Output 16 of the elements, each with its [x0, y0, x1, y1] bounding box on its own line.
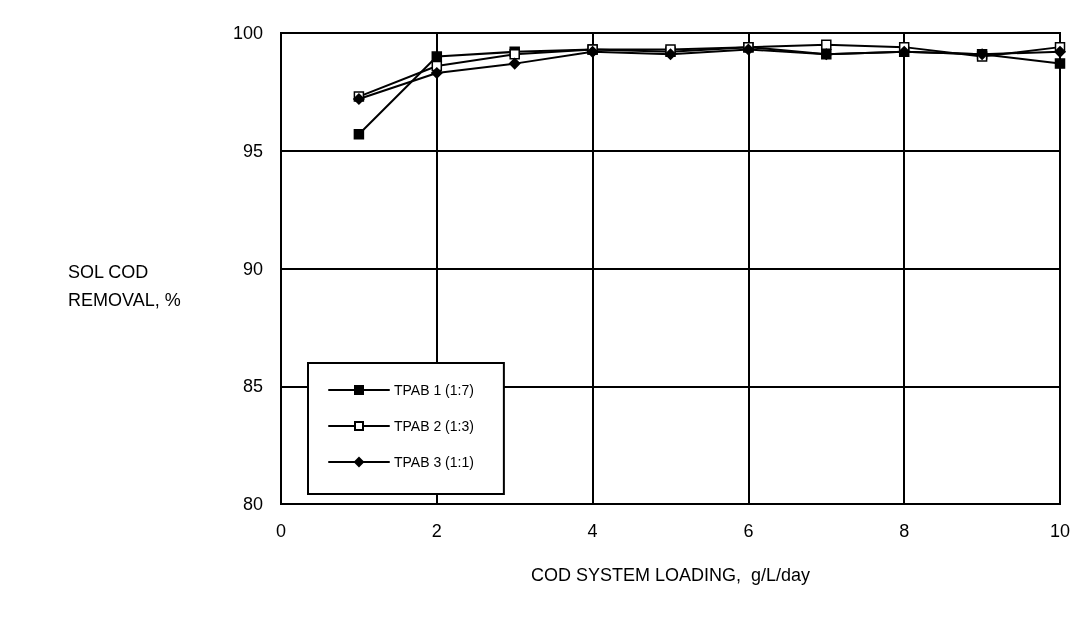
- legend-label: TPAB 1 (1:7): [394, 382, 474, 398]
- y-tick-label: 95: [242, 140, 263, 161]
- legend-label: TPAB 3 (1:1): [394, 454, 474, 470]
- x-tick-label: 6: [743, 521, 754, 541]
- legend-label: TPAB 2 (1:3): [394, 418, 474, 434]
- y-tick-label: 80: [242, 494, 263, 514]
- x-tick-label: 8: [899, 521, 910, 541]
- y-tick-label: 90: [242, 258, 263, 279]
- y-tick-label: 85: [242, 376, 263, 397]
- x-axis-title: COD SYSTEM LOADING, g/L/day: [530, 565, 811, 585]
- y-tick-label: 100: [232, 23, 263, 43]
- x-tick-label: 2: [431, 521, 442, 541]
- x-tick-label: 4: [587, 521, 598, 541]
- x-tick-label: 10: [1049, 521, 1071, 541]
- y-axis-title: SOL COD REMOVAL, %: [68, 262, 181, 310]
- x-tick-label: 0: [275, 521, 287, 541]
